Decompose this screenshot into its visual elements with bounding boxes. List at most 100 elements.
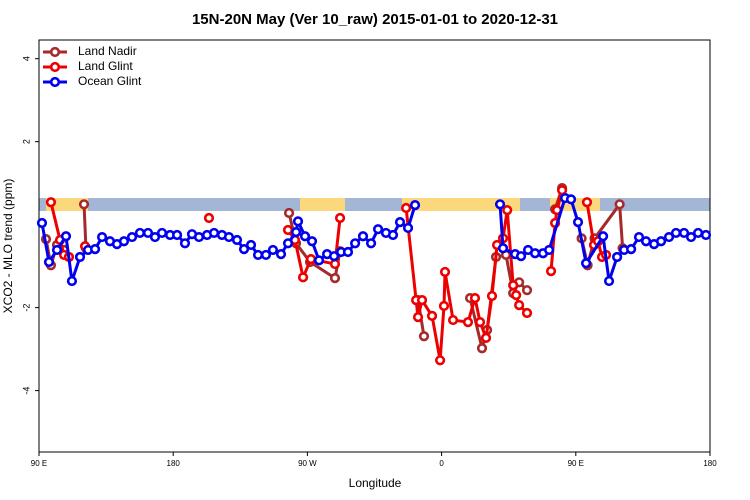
- data-point: [156, 227, 168, 239]
- x-axis-label: Longitude: [349, 476, 402, 490]
- data-point: [96, 231, 108, 243]
- data-point: [700, 229, 712, 241]
- data-point: [267, 244, 279, 256]
- data-point: [494, 199, 506, 210]
- legend-marker: [49, 46, 61, 58]
- chart-title: 15N-20N May (Ver 10_raw) 2015-01-01 to 2…: [192, 11, 558, 28]
- data-point: [74, 251, 86, 263]
- data-point: [329, 258, 341, 270]
- data-point: [416, 295, 428, 306]
- ocean-strip: [39, 198, 710, 211]
- x-tick-label: 90 E: [568, 459, 584, 468]
- data-point: [514, 300, 525, 311]
- data-point: [692, 227, 704, 239]
- data-point: [329, 273, 341, 284]
- data-point: [502, 205, 513, 216]
- data-point: [45, 197, 57, 208]
- y-tick-label: 2: [21, 139, 31, 144]
- data-point: [394, 217, 406, 228]
- data-point: [283, 207, 295, 219]
- data-point: [208, 227, 220, 239]
- data-point: [282, 238, 294, 249]
- data-point: [565, 194, 577, 205]
- data-point: [426, 310, 438, 322]
- data-point: [118, 236, 130, 247]
- land-ocean-strip: [39, 198, 710, 211]
- data-point: [508, 280, 519, 291]
- data-point: [328, 251, 340, 262]
- data-point: [580, 258, 592, 269]
- data-point: [497, 243, 509, 254]
- x-tick-label: 90 E: [31, 459, 47, 468]
- data-point: [462, 317, 474, 328]
- data-point: [633, 231, 645, 243]
- x-tick-label: 180: [703, 459, 717, 468]
- land-strip: [46, 198, 88, 211]
- legend-marker: [49, 61, 61, 73]
- data-point: [290, 227, 302, 238]
- data-point: [334, 212, 346, 224]
- data-point: [306, 236, 318, 247]
- x-tick-label: 180: [167, 459, 181, 468]
- data-point: [60, 231, 72, 242]
- data-point: [402, 222, 414, 234]
- data-point: [486, 290, 498, 302]
- data-point: [89, 244, 101, 255]
- data-point: [655, 236, 667, 247]
- data-point: [231, 234, 243, 246]
- data-point: [305, 253, 317, 265]
- data-point: [179, 238, 191, 249]
- data-point: [474, 317, 486, 328]
- x-tick-label: 0: [439, 459, 444, 468]
- legend-label: Ocean Glint: [78, 74, 142, 88]
- data-point: [544, 244, 555, 256]
- data-point: [439, 266, 451, 278]
- x-tick-label: 90 W: [298, 459, 317, 468]
- data-point: [438, 300, 450, 312]
- land-strip: [402, 198, 520, 211]
- data-point: [572, 217, 584, 228]
- data-point: [511, 290, 522, 301]
- data-point: [521, 285, 533, 296]
- data-point: [663, 231, 675, 243]
- data-point: [626, 244, 637, 255]
- data-point: [171, 229, 183, 241]
- y-tick-label: 4: [21, 56, 31, 61]
- data-point: [612, 251, 623, 263]
- data-point: [581, 197, 593, 208]
- data-point: [357, 231, 369, 242]
- data-point: [126, 231, 138, 243]
- data-point: [447, 314, 459, 326]
- data-point: [238, 244, 250, 255]
- data-point: [418, 331, 430, 342]
- data-point: [521, 307, 533, 319]
- data-point: [603, 275, 615, 287]
- data-point: [142, 227, 154, 239]
- data-point: [685, 231, 697, 243]
- data-point: [409, 200, 421, 211]
- data-point: [614, 199, 625, 210]
- data-point: [245, 239, 257, 251]
- data-point: [252, 249, 264, 261]
- y-axis-label: XCO2 - MLO trend (ppm): [1, 179, 15, 314]
- legend-marker: [49, 76, 61, 88]
- data-point: [292, 216, 304, 227]
- data-point: [678, 227, 690, 239]
- data-point: [297, 272, 309, 283]
- data-point: [435, 355, 446, 366]
- data-point: [78, 199, 90, 210]
- data-point: [545, 266, 557, 277]
- plot-frame: [38, 39, 711, 453]
- data-point: [412, 312, 424, 323]
- data-point: [134, 227, 146, 239]
- data-point: [350, 238, 361, 249]
- data-point: [372, 224, 384, 235]
- data-point: [469, 292, 481, 304]
- data-point: [299, 231, 311, 242]
- data-point: [203, 212, 215, 224]
- data-point: [597, 231, 609, 242]
- data-point: [401, 202, 412, 214]
- data-point: [476, 343, 488, 354]
- data-point: [670, 227, 682, 239]
- data-point: [640, 236, 652, 247]
